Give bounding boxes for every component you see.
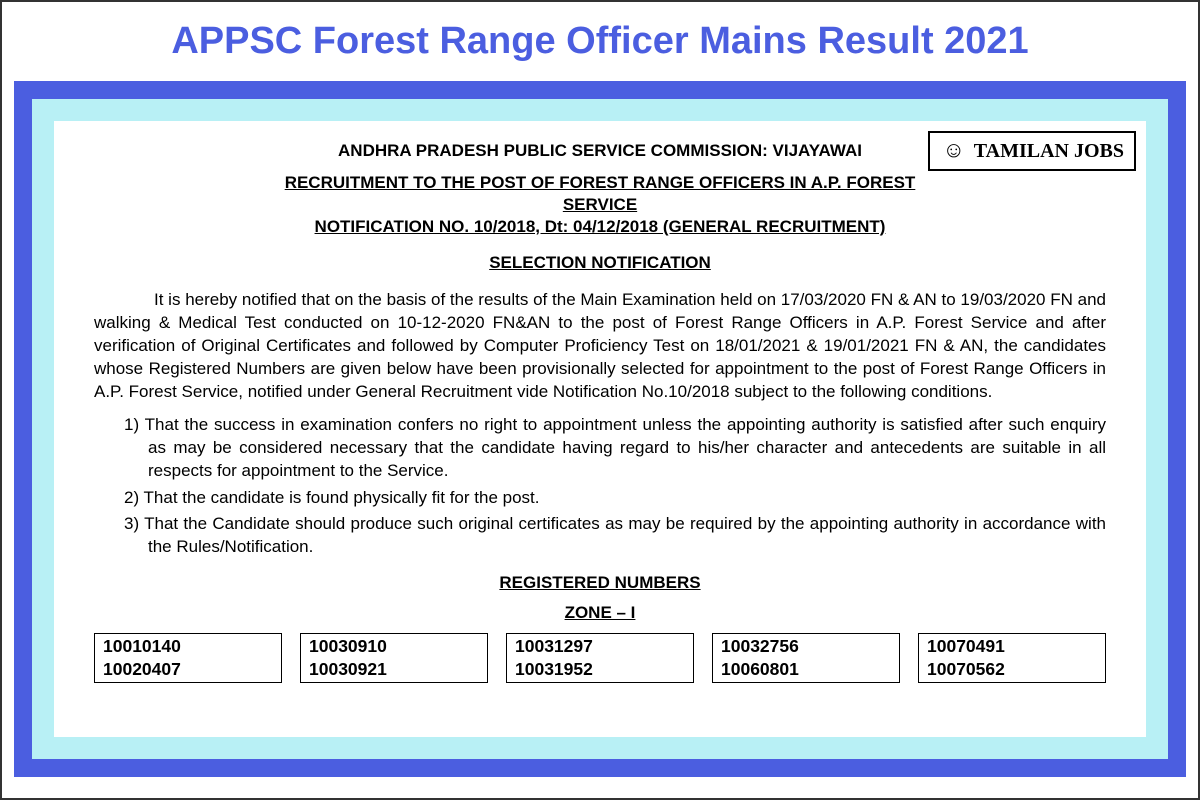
watermark-text: TAMILAN JOBS: [974, 140, 1124, 163]
watermark-badge: ☺ TAMILAN JOBS: [928, 131, 1136, 171]
document-body: ☺ TAMILAN JOBS ANDHRA PRADESH PUBLIC SER…: [54, 121, 1146, 737]
conditions-list: 1) That the success in examination confe…: [94, 414, 1106, 560]
blue-frame: ☺ TAMILAN JOBS ANDHRA PRADESH PUBLIC SER…: [14, 81, 1186, 777]
zone-heading: ZONE – I: [94, 603, 1106, 623]
page-title: APPSC Forest Range Officer Mains Result …: [2, 2, 1198, 81]
watermark-icon: ☺: [940, 137, 968, 165]
recruitment-title-line2: SERVICE: [94, 195, 1106, 215]
recruitment-title-line3: NOTIFICATION NO. 10/2018, Dt: 04/12/2018…: [94, 217, 1106, 237]
reg-number: 10020407: [103, 658, 273, 681]
number-box: 10070491 10070562: [918, 633, 1106, 683]
reg-number: 10031297: [515, 635, 685, 658]
registration-numbers-row: 10010140 10020407 10030910 10030921 1003…: [94, 633, 1106, 683]
reg-number: 10032756: [721, 635, 891, 658]
selection-notification-heading: SELECTION NOTIFICATION: [94, 253, 1106, 273]
condition-item: 2) That the candidate is found physicall…: [124, 487, 1106, 510]
number-box: 10032756 10060801: [712, 633, 900, 683]
reg-number: 10070562: [927, 658, 1097, 681]
reg-number: 10070491: [927, 635, 1097, 658]
cyan-inner: ☺ TAMILAN JOBS ANDHRA PRADESH PUBLIC SER…: [32, 99, 1168, 759]
reg-number: 10030910: [309, 635, 479, 658]
recruitment-title-line1: RECRUITMENT TO THE POST OF FOREST RANGE …: [94, 173, 1106, 193]
condition-item: 1) That the success in examination confe…: [124, 414, 1106, 483]
reg-number: 10030921: [309, 658, 479, 681]
number-box: 10010140 10020407: [94, 633, 282, 683]
number-box: 10030910 10030921: [300, 633, 488, 683]
reg-number: 10031952: [515, 658, 685, 681]
reg-number: 10060801: [721, 658, 891, 681]
number-box: 10031297 10031952: [506, 633, 694, 683]
outer-container: APPSC Forest Range Officer Mains Result …: [0, 0, 1200, 800]
registered-numbers-heading: REGISTERED NUMBERS: [94, 573, 1106, 593]
reg-number: 10010140: [103, 635, 273, 658]
body-paragraph: It is hereby notified that on the basis …: [94, 289, 1106, 404]
condition-item: 3) That the Candidate should produce suc…: [124, 513, 1106, 559]
